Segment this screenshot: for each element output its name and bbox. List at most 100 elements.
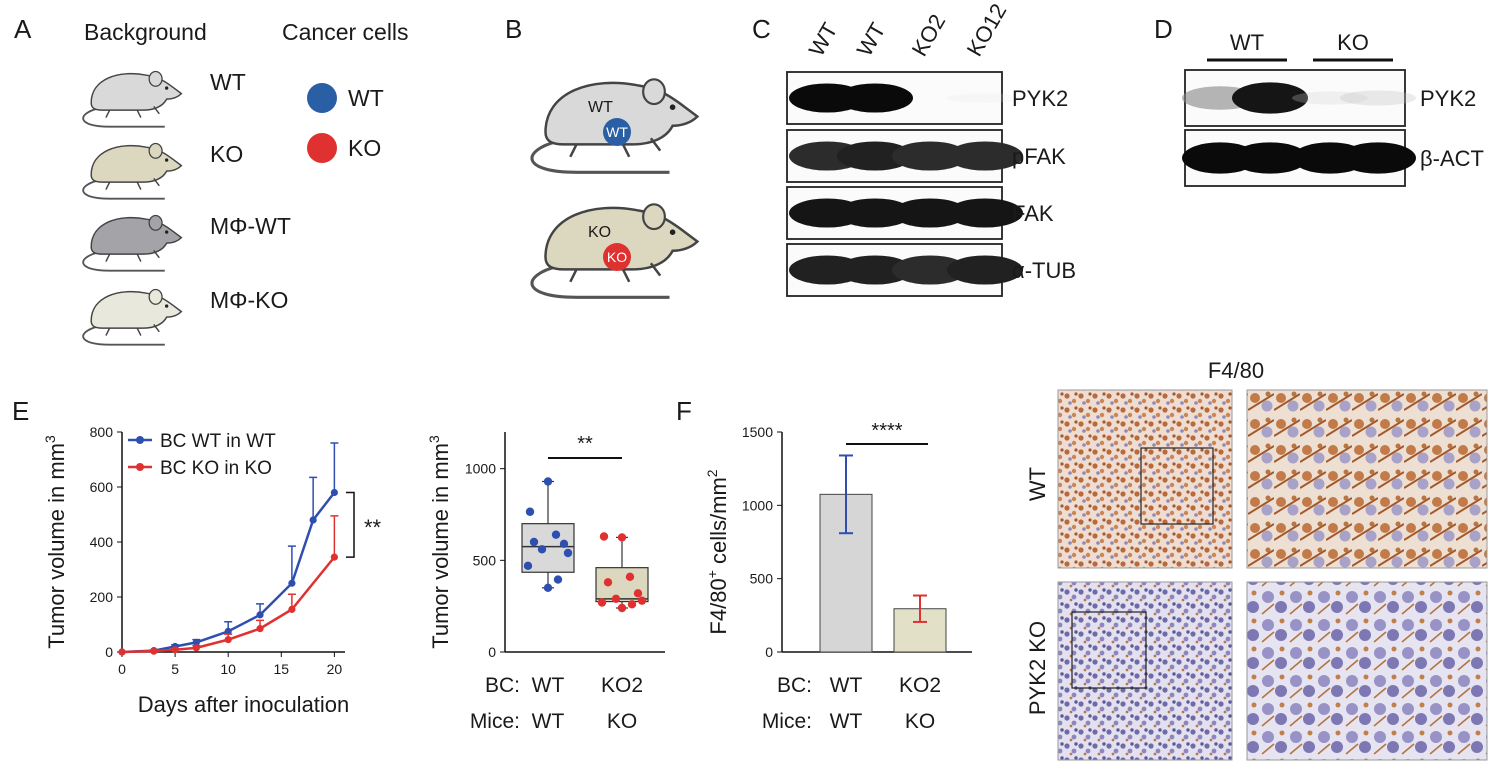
histology-row-label-ko: PYK2 KO — [1025, 621, 1050, 715]
mouse-wt — [82, 70, 183, 128]
series-point — [224, 627, 232, 635]
series-point — [256, 611, 264, 619]
data-point — [625, 572, 635, 582]
significance-bracket — [346, 491, 355, 558]
row-label-mice: Mice: — [762, 710, 812, 733]
histology-row-label-wt: WT — [1025, 467, 1050, 501]
blot-band — [947, 255, 1023, 285]
mouse-eye — [164, 86, 169, 90]
series-point — [330, 488, 338, 497]
tumor-cell-label: KO — [607, 249, 627, 265]
panel-b: WT WT KO KO — [530, 78, 700, 299]
mouse-feet — [569, 262, 662, 283]
series-point — [192, 638, 200, 646]
mouse-tail — [530, 139, 670, 174]
panel-letter-b: B — [505, 14, 522, 44]
mouse-body — [90, 216, 183, 255]
series-point — [309, 516, 317, 524]
y-tick-label: 1000 — [465, 461, 496, 477]
data-point — [599, 532, 609, 541]
blot-band — [1232, 82, 1308, 114]
x-tick-label: 15 — [273, 661, 289, 677]
y-tick-label: 800 — [90, 424, 114, 440]
mouse-feet — [105, 106, 160, 118]
y-tick-label: 1500 — [742, 424, 773, 440]
mouse-tail — [530, 264, 670, 299]
mouse-label: MΦ-KO — [210, 287, 288, 313]
tumor-cell — [603, 118, 631, 146]
lane-label: KO12 — [962, 0, 1012, 60]
blot-band — [947, 141, 1023, 171]
data-point — [611, 594, 621, 604]
mouse-eye — [164, 304, 169, 308]
legend-marker — [136, 436, 144, 444]
y-axis-label-sup: 3 — [426, 435, 442, 443]
data-point — [543, 583, 553, 593]
tumor-mouse-label: KO — [588, 224, 611, 241]
mouse-eye — [669, 104, 676, 110]
mouse-feet — [105, 178, 160, 190]
y-tick-label: 1000 — [742, 497, 773, 513]
y-tick-label: 500 — [473, 552, 497, 568]
data-point — [627, 600, 637, 609]
mouse-legend: WT KO MΦ-WT MΦ-KO — [82, 69, 291, 346]
legend-marker — [136, 463, 144, 471]
y-axis-label: F4/80+ cells/mm2 — [704, 469, 731, 634]
row-label-mice: Mice: — [470, 710, 520, 733]
blot-label: PYK2 — [1012, 86, 1068, 111]
histology-ko-zoom-box — [1071, 611, 1147, 689]
mouse-label: KO — [210, 141, 243, 167]
mouse-body — [90, 144, 183, 183]
data-point — [637, 596, 647, 605]
cell-label: WT — [348, 85, 384, 111]
mice-label: KO — [905, 710, 935, 733]
mouse-ear — [148, 142, 163, 159]
panel-a: Background Cancer cells WT KO MΦ-WT MΦ-KO W… — [82, 19, 409, 346]
series-point — [118, 648, 126, 656]
y-tick-label: 400 — [90, 534, 114, 550]
panel-letter-c: C — [752, 14, 771, 44]
blot-band — [837, 198, 913, 228]
x-tick-label: 20 — [327, 661, 343, 677]
blot-label: pFAK — [1012, 144, 1066, 169]
mouse-feet — [105, 250, 160, 262]
mouse-tail — [82, 179, 165, 200]
data-point — [529, 537, 539, 547]
y-tick-label: 0 — [105, 644, 113, 660]
y-axis-label-sup2: 2 — [704, 469, 720, 477]
blot-band — [947, 93, 1023, 103]
panel-letter-e: E — [12, 396, 29, 426]
series-point — [330, 553, 338, 561]
panel-e-box-plot: 0 500 1000 Tumor volume in mm3 WT WT KO2 KO BC: M… — [426, 432, 665, 733]
blot-band — [1232, 142, 1308, 174]
legend-label: BC KO in KO — [160, 458, 272, 479]
tumor-cell — [603, 243, 631, 271]
mouse-ear — [642, 203, 666, 231]
blot-band — [892, 255, 968, 285]
series-point — [256, 625, 264, 633]
data-point — [603, 578, 613, 587]
mouse-tail — [82, 107, 165, 128]
blot-label: PYK2 — [1420, 86, 1476, 111]
data-point — [633, 589, 643, 598]
data-point — [563, 548, 573, 558]
y-tick-label: 200 — [90, 589, 114, 605]
mice-label: KO — [607, 710, 637, 733]
mice-label: WT — [830, 710, 863, 733]
tumor-mouse-ko — [530, 203, 700, 299]
data-point — [523, 561, 533, 571]
histology-panel: F4/80 WT PYK2 KO — [1025, 358, 1488, 761]
panel-c-western-blot: WT WT KO2 KO12 PYK2 pFAK FAK α-TUB — [786, 0, 1076, 297]
mouse-ear — [148, 70, 163, 87]
blot-band — [1292, 91, 1368, 105]
panel-letter-d: D — [1154, 14, 1173, 44]
mouse-eye — [164, 230, 169, 234]
blot-label: FAK — [1012, 201, 1054, 226]
y-axis-label-sup: + — [704, 570, 720, 578]
lane-label: WT — [852, 18, 891, 60]
mouse-ear — [148, 288, 163, 305]
data-point — [543, 477, 553, 486]
tumor-mouse-wt — [530, 78, 700, 174]
series-point — [192, 644, 200, 652]
